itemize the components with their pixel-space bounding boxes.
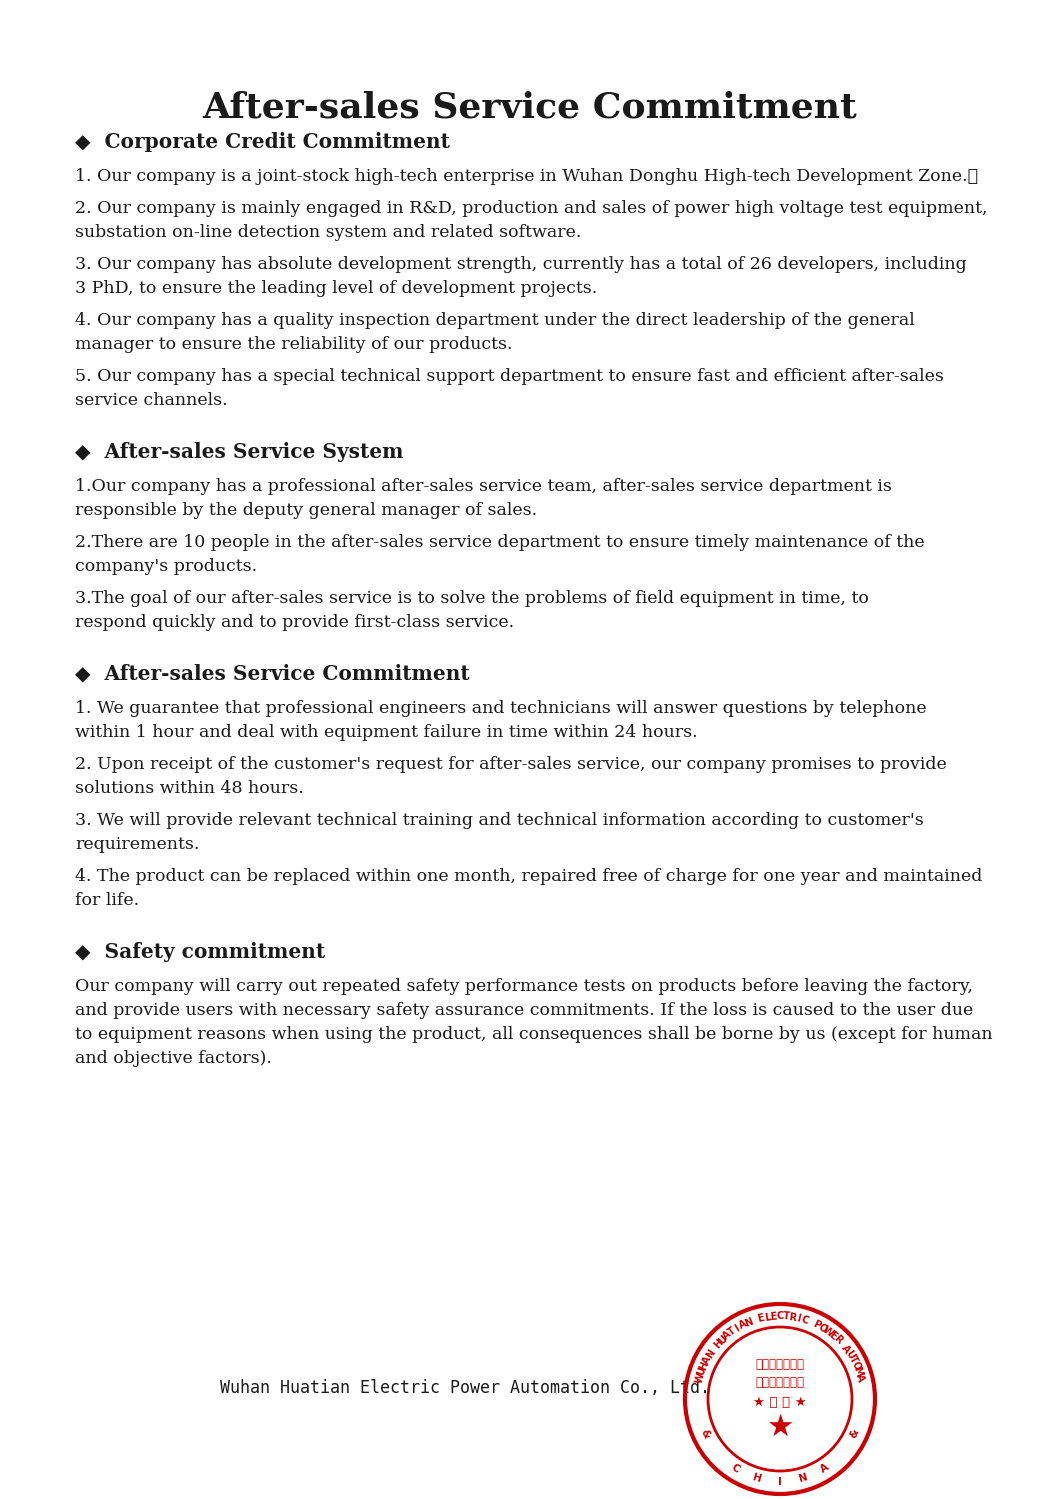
Text: manager to ensure the reliability of our products.: manager to ensure the reliability of our… [75, 336, 512, 352]
Text: E: E [757, 1313, 765, 1324]
Text: A: A [840, 1343, 852, 1355]
Text: solutions within 48 hours.: solutions within 48 hours. [75, 779, 304, 797]
Text: C: C [800, 1315, 810, 1327]
Text: 4. The product can be replaced within one month, repaired free of charge for one: 4. The product can be replaced within on… [75, 868, 983, 884]
Text: U: U [717, 1333, 729, 1346]
Text: 2.There are 10 people in the after-sales service department to ensure timely mai: 2.There are 10 people in the after-sales… [75, 534, 924, 552]
Text: ★: ★ [766, 1412, 794, 1442]
Text: ◆  Safety commitment: ◆ Safety commitment [75, 941, 325, 962]
Text: T: T [782, 1312, 790, 1322]
Text: ◆  After-sales Service System: ◆ After-sales Service System [75, 442, 404, 462]
Text: to equipment reasons when using the product, all consequences shall be borne by : to equipment reasons when using the prod… [75, 1025, 992, 1043]
Text: 2. Our company is mainly engaged in R&D, production and sales of power high volt: 2. Our company is mainly engaged in R&D,… [75, 199, 988, 217]
Text: W: W [820, 1324, 835, 1339]
Text: O: O [816, 1322, 829, 1334]
Text: I: I [734, 1324, 742, 1333]
Text: and provide users with necessary safety assurance commitments. If the loss is ca: and provide users with necessary safety … [75, 1001, 973, 1019]
Text: R: R [831, 1334, 844, 1346]
Text: 2. Upon receipt of the customer's request for after-sales service, our company p: 2. Upon receipt of the customer's reques… [75, 755, 947, 773]
Text: requirements.: requirements. [75, 836, 199, 853]
Text: A: A [721, 1330, 734, 1342]
Text: E: E [827, 1330, 838, 1342]
Text: 1. We guarantee that professional engineers and technicians will answer question: 1. We guarantee that professional engine… [75, 700, 926, 717]
Text: Wuhan Huatian Electric Power Automation Co., Ltd.: Wuhan Huatian Electric Power Automation … [220, 1379, 710, 1397]
Text: N: N [797, 1472, 809, 1484]
Text: 5. Our company has a special technical support department to ensure fast and eff: 5. Our company has a special technical s… [75, 367, 943, 385]
Text: After-sales Service Commitment: After-sales Service Commitment [202, 90, 858, 124]
Text: N: N [743, 1316, 755, 1328]
Text: ★ 中 国 ★: ★ 中 国 ★ [754, 1397, 807, 1409]
Text: &: & [848, 1427, 862, 1441]
Text: R: R [789, 1312, 797, 1322]
Text: ◆  Corporate Credit Commitment: ◆ Corporate Credit Commitment [75, 132, 449, 151]
Text: 3 PhD, to ensure the leading level of development projects.: 3 PhD, to ensure the leading level of de… [75, 280, 597, 297]
Text: C: C [776, 1312, 783, 1321]
Text: L: L [763, 1312, 772, 1322]
Text: service channels.: service channels. [75, 393, 228, 409]
Text: T: T [726, 1325, 738, 1337]
Text: C: C [729, 1463, 742, 1475]
Text: company's products.: company's products. [75, 558, 258, 576]
Text: H: H [752, 1472, 762, 1484]
Text: I: I [778, 1477, 782, 1487]
Text: U: U [844, 1349, 855, 1361]
Text: ◆  After-sales Service Commitment: ◆ After-sales Service Commitment [75, 664, 470, 684]
Text: 3. We will provide relevant technical training and technical information accordi: 3. We will provide relevant technical tr… [75, 812, 923, 829]
Text: 4. Our company has a quality inspection department under the direct leadership o: 4. Our company has a quality inspection … [75, 312, 915, 328]
Text: N: N [704, 1348, 717, 1361]
Text: for life.: for life. [75, 892, 139, 908]
Text: T: T [847, 1355, 859, 1366]
Text: 1. Our company is a joint-stock high-tech enterprise in Wuhan Donghu High-tech D: 1. Our company is a joint-stock high-tec… [75, 168, 978, 184]
Text: and objective factors).: and objective factors). [75, 1049, 271, 1067]
Text: 自动化有限公司: 自动化有限公司 [756, 1376, 805, 1390]
Text: &: & [699, 1427, 711, 1441]
Text: 3. Our company has absolute development strength, currently has a total of 26 de: 3. Our company has absolute development … [75, 256, 967, 273]
Text: A: A [854, 1373, 866, 1382]
Text: 3.The goal of our after-sales service is to solve the problems of field equipmen: 3.The goal of our after-sales service is… [75, 591, 869, 607]
Text: H: H [699, 1360, 710, 1372]
Text: U: U [696, 1366, 708, 1378]
Text: responsible by the deputy general manager of sales.: responsible by the deputy general manage… [75, 502, 537, 519]
Text: A: A [738, 1319, 748, 1331]
Text: within 1 hour and deal with equipment failure in time within 24 hours.: within 1 hour and deal with equipment fa… [75, 724, 697, 741]
Text: P: P [811, 1319, 823, 1331]
Text: O: O [849, 1360, 862, 1372]
Text: respond quickly and to provide first-class service.: respond quickly and to provide first-cla… [75, 615, 514, 631]
Text: A: A [818, 1463, 830, 1475]
Text: W: W [694, 1372, 706, 1384]
Text: E: E [770, 1312, 777, 1322]
Text: Our company will carry out repeated safety performance tests on products before : Our company will carry out repeated safe… [75, 977, 973, 995]
Text: I: I [796, 1313, 801, 1324]
Text: H: H [711, 1339, 724, 1351]
Text: M: M [851, 1366, 864, 1378]
Text: 武汉市华天电力: 武汉市华天电力 [756, 1358, 805, 1370]
Text: 1.Our company has a professional after-sales service team, after-sales service d: 1.Our company has a professional after-s… [75, 478, 891, 495]
Text: A: A [701, 1354, 713, 1366]
Text: substation on-line detection system and related software.: substation on-line detection system and … [75, 223, 581, 241]
